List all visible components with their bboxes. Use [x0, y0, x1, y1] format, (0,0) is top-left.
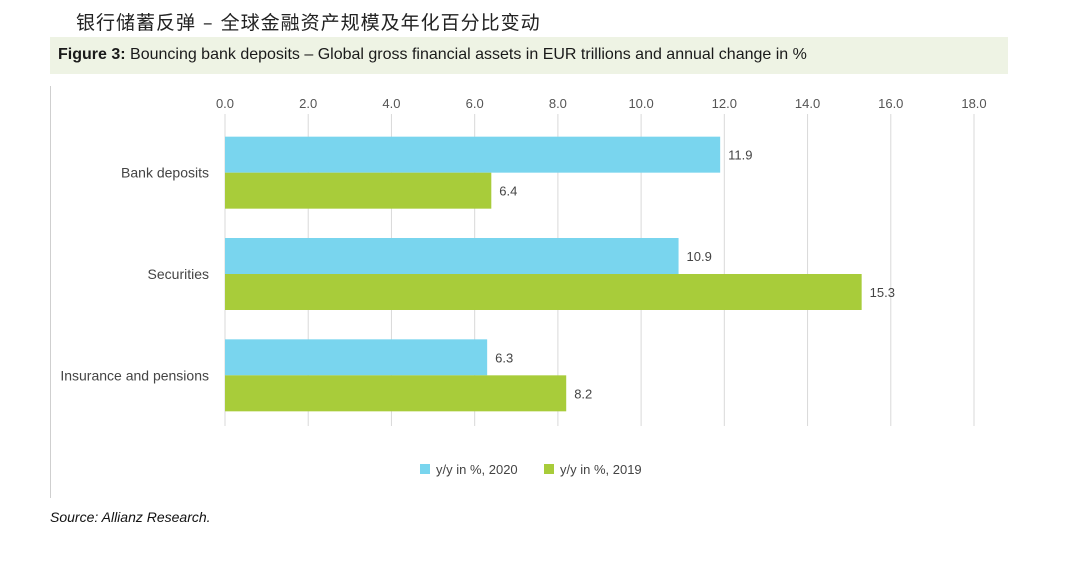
x-tick-label: 10.0 — [628, 96, 653, 111]
data-label: 11.9 — [728, 148, 752, 163]
x-tick-label: 6.0 — [466, 96, 484, 111]
figure-title-banner: Figure 3: Bouncing bank deposits – Globa… — [50, 37, 1008, 74]
category-label: Securities — [148, 266, 209, 282]
x-tick-label: 4.0 — [382, 96, 400, 111]
bar — [225, 136, 721, 173]
x-tick-label: 18.0 — [961, 96, 986, 111]
source-note: Source: Allianz Research. — [50, 509, 211, 525]
bar — [225, 339, 488, 376]
data-label: 15.3 — [870, 285, 895, 300]
data-label: 10.9 — [687, 249, 712, 264]
category-label: Bank deposits — [121, 165, 209, 181]
data-label: 6.3 — [495, 350, 513, 365]
x-tick-label: 0.0 — [216, 96, 234, 111]
x-tick-label: 2.0 — [299, 96, 317, 111]
legend-swatch — [420, 464, 430, 474]
figure-left-rule — [50, 86, 51, 498]
figure-title: Figure 3: Bouncing bank deposits – Globa… — [58, 46, 807, 64]
legend-label: y/y in %, 2019 — [560, 462, 642, 477]
legend-label: y/y in %, 2020 — [436, 462, 518, 477]
data-label: 6.4 — [499, 184, 517, 199]
category-label: Insurance and pensions — [60, 367, 209, 383]
x-tick-label: 8.0 — [549, 96, 567, 111]
bar — [225, 274, 862, 310]
x-tick-label: 16.0 — [878, 96, 903, 111]
figure-title-text: Bouncing bank deposits – Global gross fi… — [130, 46, 807, 63]
legend-swatch — [544, 464, 554, 474]
bar — [225, 172, 492, 209]
bar — [225, 375, 567, 412]
figure-label: Figure 3: — [58, 46, 126, 63]
data-label: 8.2 — [574, 386, 592, 401]
x-tick-label: 12.0 — [712, 96, 737, 111]
bar — [225, 238, 679, 274]
page-heading: 银行储蓄反弹 – 全球金融资产规模及年化百分比变动 — [76, 12, 541, 34]
x-tick-label: 14.0 — [795, 96, 820, 111]
